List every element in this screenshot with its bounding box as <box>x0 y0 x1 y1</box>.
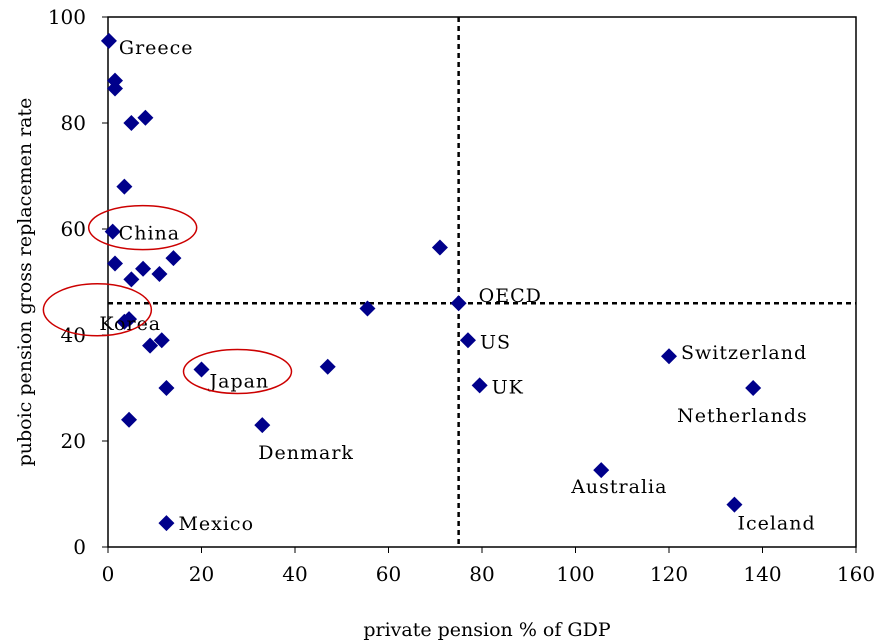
data-point-label: Mexico <box>178 513 254 535</box>
data-point-marker <box>593 462 610 479</box>
data-point-marker <box>359 300 376 317</box>
data-point-label: China <box>119 223 180 245</box>
x-tick-label: 40 <box>282 562 307 586</box>
data-point-marker <box>745 380 762 396</box>
data-point-marker <box>107 255 124 272</box>
data-point-label: UK <box>492 376 524 398</box>
x-tick-label: 80 <box>469 562 494 586</box>
data-point-marker <box>121 411 138 428</box>
data-point-marker <box>471 377 488 394</box>
data-point-label: OECD <box>479 285 542 307</box>
y-tick-label: 20 <box>61 429 86 453</box>
data-point-label: Japan <box>208 370 270 392</box>
data-point-marker <box>135 260 152 277</box>
highlight-ellipse <box>182 348 293 395</box>
y-tick-label: 80 <box>61 111 86 135</box>
data-point-label: Greece <box>119 37 194 59</box>
x-tick-label: 160 <box>837 562 875 586</box>
data-point-label: Netherlands <box>677 405 808 427</box>
x-tick-label: 140 <box>743 562 781 586</box>
x-tick-label: 60 <box>376 562 401 586</box>
data-point-marker <box>158 380 175 396</box>
highlight-ellipse <box>42 283 153 337</box>
data-point-marker <box>104 223 121 240</box>
data-point-label: US <box>480 331 511 353</box>
data-point-label: Iceland <box>737 513 815 535</box>
data-point-marker <box>193 361 210 378</box>
plot-area-frame <box>107 16 857 548</box>
data-point-marker <box>459 332 476 349</box>
y-tick-label: 0 <box>73 535 86 559</box>
data-point-marker <box>123 271 140 288</box>
data-point-label: Korea <box>99 313 161 335</box>
data-point-marker <box>123 115 140 131</box>
data-point-marker <box>107 80 124 97</box>
x-tick-label: 100 <box>556 562 594 586</box>
data-point-marker <box>726 496 743 513</box>
data-point-marker <box>158 515 175 532</box>
data-point-marker <box>661 348 677 365</box>
data-point-marker <box>116 178 133 195</box>
x-tick-label: 120 <box>650 562 688 586</box>
data-point-marker <box>151 266 168 283</box>
data-point-marker <box>153 332 170 349</box>
y-axis-title: puboic pension gross replacemen rate <box>14 98 36 467</box>
data-point-marker <box>137 109 154 126</box>
highlight-ellipse <box>87 204 198 251</box>
data-point-label: Switzerland <box>681 342 807 364</box>
data-point-marker <box>254 417 271 434</box>
data-point-marker <box>100 32 117 49</box>
data-point-marker <box>121 311 138 328</box>
data-point-label: Australia <box>570 476 667 498</box>
x-axis-title: private pension % of GDP <box>363 619 611 641</box>
y-tick-label: 100 <box>48 5 86 29</box>
data-point-label: Denmark <box>258 442 354 464</box>
x-tick-label: 0 <box>102 562 115 586</box>
y-tick-label: 60 <box>61 217 86 241</box>
data-point-marker <box>319 358 336 375</box>
data-point-marker <box>431 239 448 256</box>
x-tick-label: 20 <box>189 562 214 586</box>
data-point-marker <box>450 295 467 312</box>
data-point-marker <box>142 337 159 354</box>
data-point-marker <box>165 250 182 267</box>
